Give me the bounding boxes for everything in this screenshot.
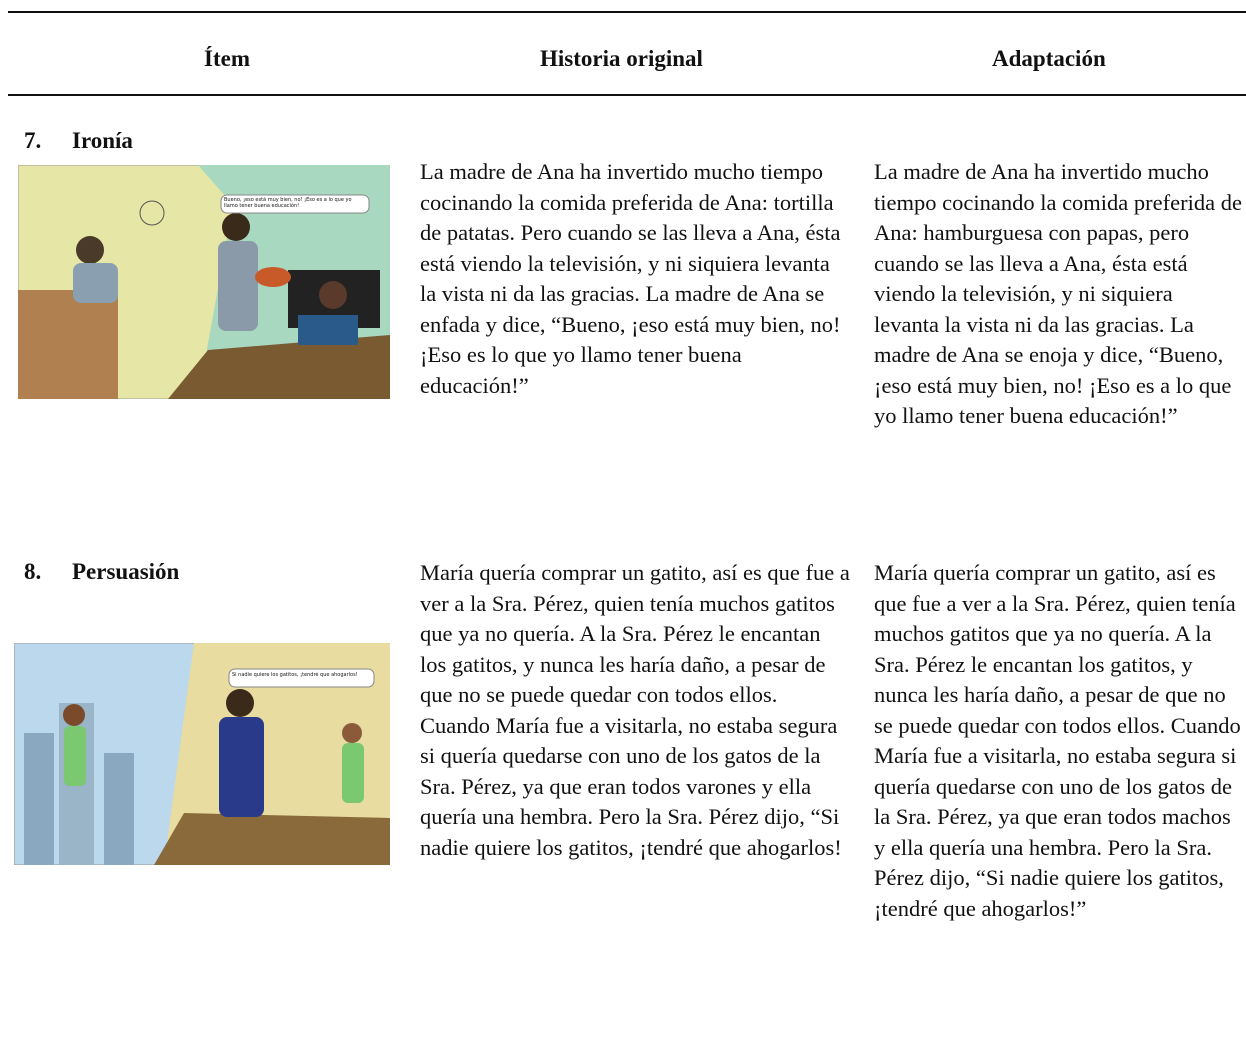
item-title: Ironía <box>72 128 133 153</box>
item-number: 7. <box>24 128 42 153</box>
original-text: María quería comprar un gatito, así es q… <box>420 560 850 860</box>
header-rule <box>8 94 1246 96</box>
header-adaptation: Adaptación <box>992 46 1106 71</box>
adaptation-text: La madre de Ana ha invertido mucho tiemp… <box>874 159 1242 428</box>
header-item: Ítem <box>204 46 250 71</box>
original-text: La madre de Ana ha invertido mucho tiemp… <box>420 159 841 398</box>
top-rule <box>8 11 1246 13</box>
item-title: Persuasión <box>72 559 180 584</box>
speech-bubble: Bueno, ¡eso está muy bien, no! ¡Eso es a… <box>224 197 352 209</box>
speech-bubble: Si nadie quiere los gatitos, ¡tendré que… <box>232 672 358 678</box>
illustration-irony: Bueno, ¡eso está muy bien, no! ¡Eso es a… <box>18 165 390 399</box>
illustration-persuasion: Si nadie quiere los gatitos, ¡tendré que… <box>14 643 390 865</box>
adaptation-text: María quería comprar un gatito, así es q… <box>874 560 1241 921</box>
item-number: 8. <box>24 559 42 584</box>
header-original: Historia original <box>540 46 703 71</box>
